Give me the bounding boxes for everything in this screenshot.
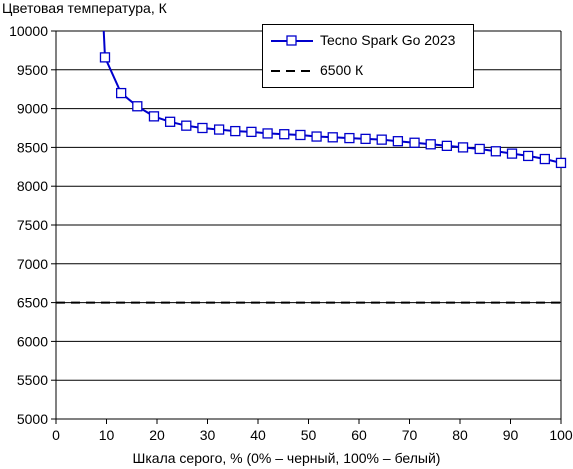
y-tick-label: 5000 <box>17 411 48 427</box>
x-tick-label: 10 <box>99 427 115 443</box>
y-tick-label: 6000 <box>17 333 48 349</box>
legend-item-spark: Tecno Spark Go 2023 <box>263 31 473 51</box>
data-point <box>197 122 208 134</box>
data-point <box>213 124 225 135</box>
x-tick-label: 80 <box>452 427 468 443</box>
data-point <box>246 126 257 138</box>
y-tick-label: 5500 <box>17 372 48 388</box>
data-point <box>344 132 355 144</box>
x-tick-label: 90 <box>503 427 519 443</box>
y-tick-labels: 5000 5500 6000 6500 7000 7500 8000 8500 9000 9500… <box>9 23 48 427</box>
x-tick-labels: 0 10 20 30 40 50 60 70 80 90 100 <box>52 427 573 443</box>
data-point <box>457 142 469 153</box>
y-tick-label: 8000 <box>17 178 48 194</box>
y-tick-label: 9500 <box>17 62 48 78</box>
data-point <box>555 157 567 169</box>
y-tick-label: 9000 <box>17 101 48 117</box>
x-tick-label: 0 <box>52 427 60 443</box>
legend-label-spark: Tecno Spark Go 2023 <box>320 32 456 48</box>
x-tick-label: 60 <box>351 427 367 443</box>
legend-item-reference: 6500 К <box>263 61 473 81</box>
grid-lines <box>51 30 562 424</box>
y-tick-label: 8500 <box>17 139 48 155</box>
y-tick-label: 10000 <box>9 23 48 39</box>
data-point <box>425 139 436 150</box>
data-point <box>230 125 241 137</box>
x-tick-label: 70 <box>402 427 418 443</box>
y-tick-label: 6500 <box>17 295 48 311</box>
data-point <box>392 136 404 147</box>
legend-label-reference: 6500 К <box>320 62 364 78</box>
data-point <box>295 129 306 141</box>
x-axis-label: Шкала серого, % (0% – черный, 100% – бел… <box>132 450 441 466</box>
data-point <box>311 131 322 142</box>
data-point <box>376 134 387 145</box>
data-point <box>327 132 338 143</box>
x-tick-label: 30 <box>200 427 216 443</box>
legend-swatch-reference <box>271 70 313 72</box>
plot-area <box>56 31 567 304</box>
data-point <box>409 137 420 148</box>
data-point <box>148 111 160 122</box>
data-point <box>506 148 518 159</box>
data-point <box>360 133 371 145</box>
x-tick-label: 40 <box>250 427 266 443</box>
data-point <box>523 150 534 162</box>
legend-swatch-spark <box>271 35 313 46</box>
data-point <box>539 153 550 165</box>
y-tick-label: 7000 <box>17 256 48 272</box>
data-point <box>262 128 273 139</box>
data-point <box>115 87 127 99</box>
data-point <box>99 52 111 63</box>
data-point <box>474 143 485 155</box>
data-point <box>181 120 192 131</box>
y-axis-label: Цветовая температура, К <box>2 0 167 16</box>
x-tick-label: 100 <box>549 427 573 443</box>
data-point <box>441 140 453 151</box>
data-point <box>490 146 502 157</box>
y-tick-label: 7500 <box>17 217 48 233</box>
x-tick-label: 20 <box>149 427 165 443</box>
data-point <box>164 116 176 127</box>
data-point <box>279 129 290 140</box>
data-point <box>132 101 143 112</box>
legend: Tecno Spark Go 2023 6500 К <box>262 24 474 88</box>
x-tick-label: 50 <box>301 427 317 443</box>
